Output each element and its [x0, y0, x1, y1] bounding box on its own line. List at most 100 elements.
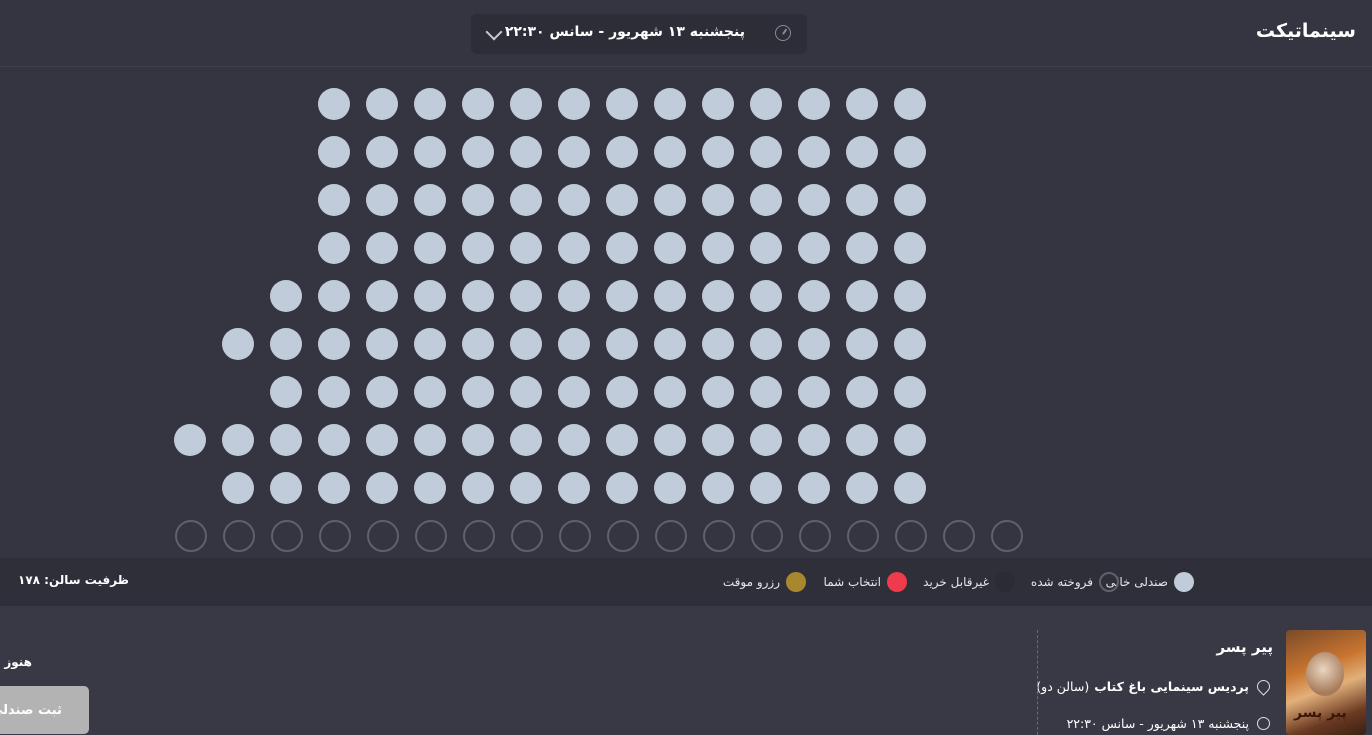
seat-available[interactable] [510, 136, 542, 168]
seat-available[interactable] [366, 376, 398, 408]
seat-available[interactable] [702, 232, 734, 264]
seat-available[interactable] [510, 424, 542, 456]
seat-available[interactable] [654, 136, 686, 168]
seat-available[interactable] [654, 328, 686, 360]
seat-available[interactable] [174, 424, 206, 456]
seat-available[interactable] [510, 184, 542, 216]
seat-available[interactable] [462, 280, 494, 312]
seat-available[interactable] [318, 232, 350, 264]
seat-available[interactable] [606, 280, 638, 312]
seat-available[interactable] [270, 376, 302, 408]
seat-available[interactable] [894, 472, 926, 504]
seat-available[interactable] [606, 424, 638, 456]
seat-available[interactable] [366, 88, 398, 120]
seat-available[interactable] [702, 424, 734, 456]
seat-available[interactable] [750, 184, 782, 216]
submit-seat-button[interactable]: ثبت صندلی [0, 686, 89, 734]
seat-available[interactable] [750, 376, 782, 408]
seat-available[interactable] [798, 376, 830, 408]
seat-available[interactable] [366, 232, 398, 264]
seat-available[interactable] [462, 88, 494, 120]
seat-available[interactable] [606, 136, 638, 168]
seat-available[interactable] [510, 232, 542, 264]
seat-available[interactable] [894, 88, 926, 120]
seat-available[interactable] [750, 328, 782, 360]
seat-available[interactable] [558, 376, 590, 408]
seat-available[interactable] [318, 472, 350, 504]
seat-available[interactable] [318, 184, 350, 216]
seat-available[interactable] [894, 184, 926, 216]
seat-available[interactable] [750, 232, 782, 264]
seat-available[interactable] [318, 280, 350, 312]
seat-available[interactable] [558, 232, 590, 264]
seat-available[interactable] [846, 184, 878, 216]
seat-available[interactable] [606, 232, 638, 264]
seat-available[interactable] [270, 280, 302, 312]
seat-available[interactable] [702, 376, 734, 408]
seat-available[interactable] [366, 328, 398, 360]
seat-available[interactable] [414, 280, 446, 312]
seat-available[interactable] [654, 376, 686, 408]
seat-available[interactable] [462, 472, 494, 504]
seat-available[interactable] [654, 88, 686, 120]
seat-available[interactable] [846, 472, 878, 504]
seat-available[interactable] [702, 184, 734, 216]
seat-available[interactable] [318, 88, 350, 120]
seat-available[interactable] [558, 88, 590, 120]
seat-available[interactable] [654, 472, 686, 504]
seat-available[interactable] [846, 280, 878, 312]
seat-available[interactable] [366, 136, 398, 168]
seat-available[interactable] [414, 376, 446, 408]
seat-available[interactable] [366, 424, 398, 456]
seat-available[interactable] [318, 424, 350, 456]
seat-available[interactable] [462, 328, 494, 360]
seat-available[interactable] [222, 424, 254, 456]
seat-available[interactable] [414, 88, 446, 120]
seat-available[interactable] [798, 232, 830, 264]
seat-available[interactable] [846, 328, 878, 360]
seat-available[interactable] [702, 472, 734, 504]
seat-available[interactable] [462, 232, 494, 264]
seat-available[interactable] [750, 472, 782, 504]
seat-available[interactable] [894, 376, 926, 408]
seat-available[interactable] [702, 328, 734, 360]
seat-available[interactable] [366, 280, 398, 312]
seat-available[interactable] [462, 184, 494, 216]
seat-available[interactable] [510, 88, 542, 120]
seat-available[interactable] [750, 136, 782, 168]
seat-available[interactable] [558, 184, 590, 216]
seat-available[interactable] [606, 328, 638, 360]
seat-available[interactable] [846, 376, 878, 408]
seat-available[interactable] [894, 280, 926, 312]
seat-available[interactable] [846, 88, 878, 120]
seat-available[interactable] [894, 136, 926, 168]
seat-available[interactable] [606, 376, 638, 408]
session-selector[interactable]: پنجشنبه ۱۳ شهریور - سانس ۲۲:۳۰ [471, 14, 807, 54]
seat-available[interactable] [750, 88, 782, 120]
seat-available[interactable] [606, 88, 638, 120]
seat-available[interactable] [702, 88, 734, 120]
seat-available[interactable] [606, 472, 638, 504]
seat-available[interactable] [270, 472, 302, 504]
seat-available[interactable] [750, 280, 782, 312]
seat-available[interactable] [558, 328, 590, 360]
seat-available[interactable] [558, 472, 590, 504]
seat-available[interactable] [654, 280, 686, 312]
seat-available[interactable] [510, 376, 542, 408]
seat-available[interactable] [702, 280, 734, 312]
seat-available[interactable] [846, 424, 878, 456]
logo[interactable]: سینماتیکت [1255, 20, 1357, 42]
seat-available[interactable] [510, 328, 542, 360]
seat-available[interactable] [798, 184, 830, 216]
seat-available[interactable] [798, 328, 830, 360]
seat-available[interactable] [702, 136, 734, 168]
seat-available[interactable] [894, 424, 926, 456]
seat-available[interactable] [462, 376, 494, 408]
seat-available[interactable] [798, 424, 830, 456]
seat-available[interactable] [318, 376, 350, 408]
seat-available[interactable] [414, 424, 446, 456]
seat-available[interactable] [414, 328, 446, 360]
seat-available[interactable] [414, 472, 446, 504]
seat-available[interactable] [318, 136, 350, 168]
seat-available[interactable] [270, 328, 302, 360]
